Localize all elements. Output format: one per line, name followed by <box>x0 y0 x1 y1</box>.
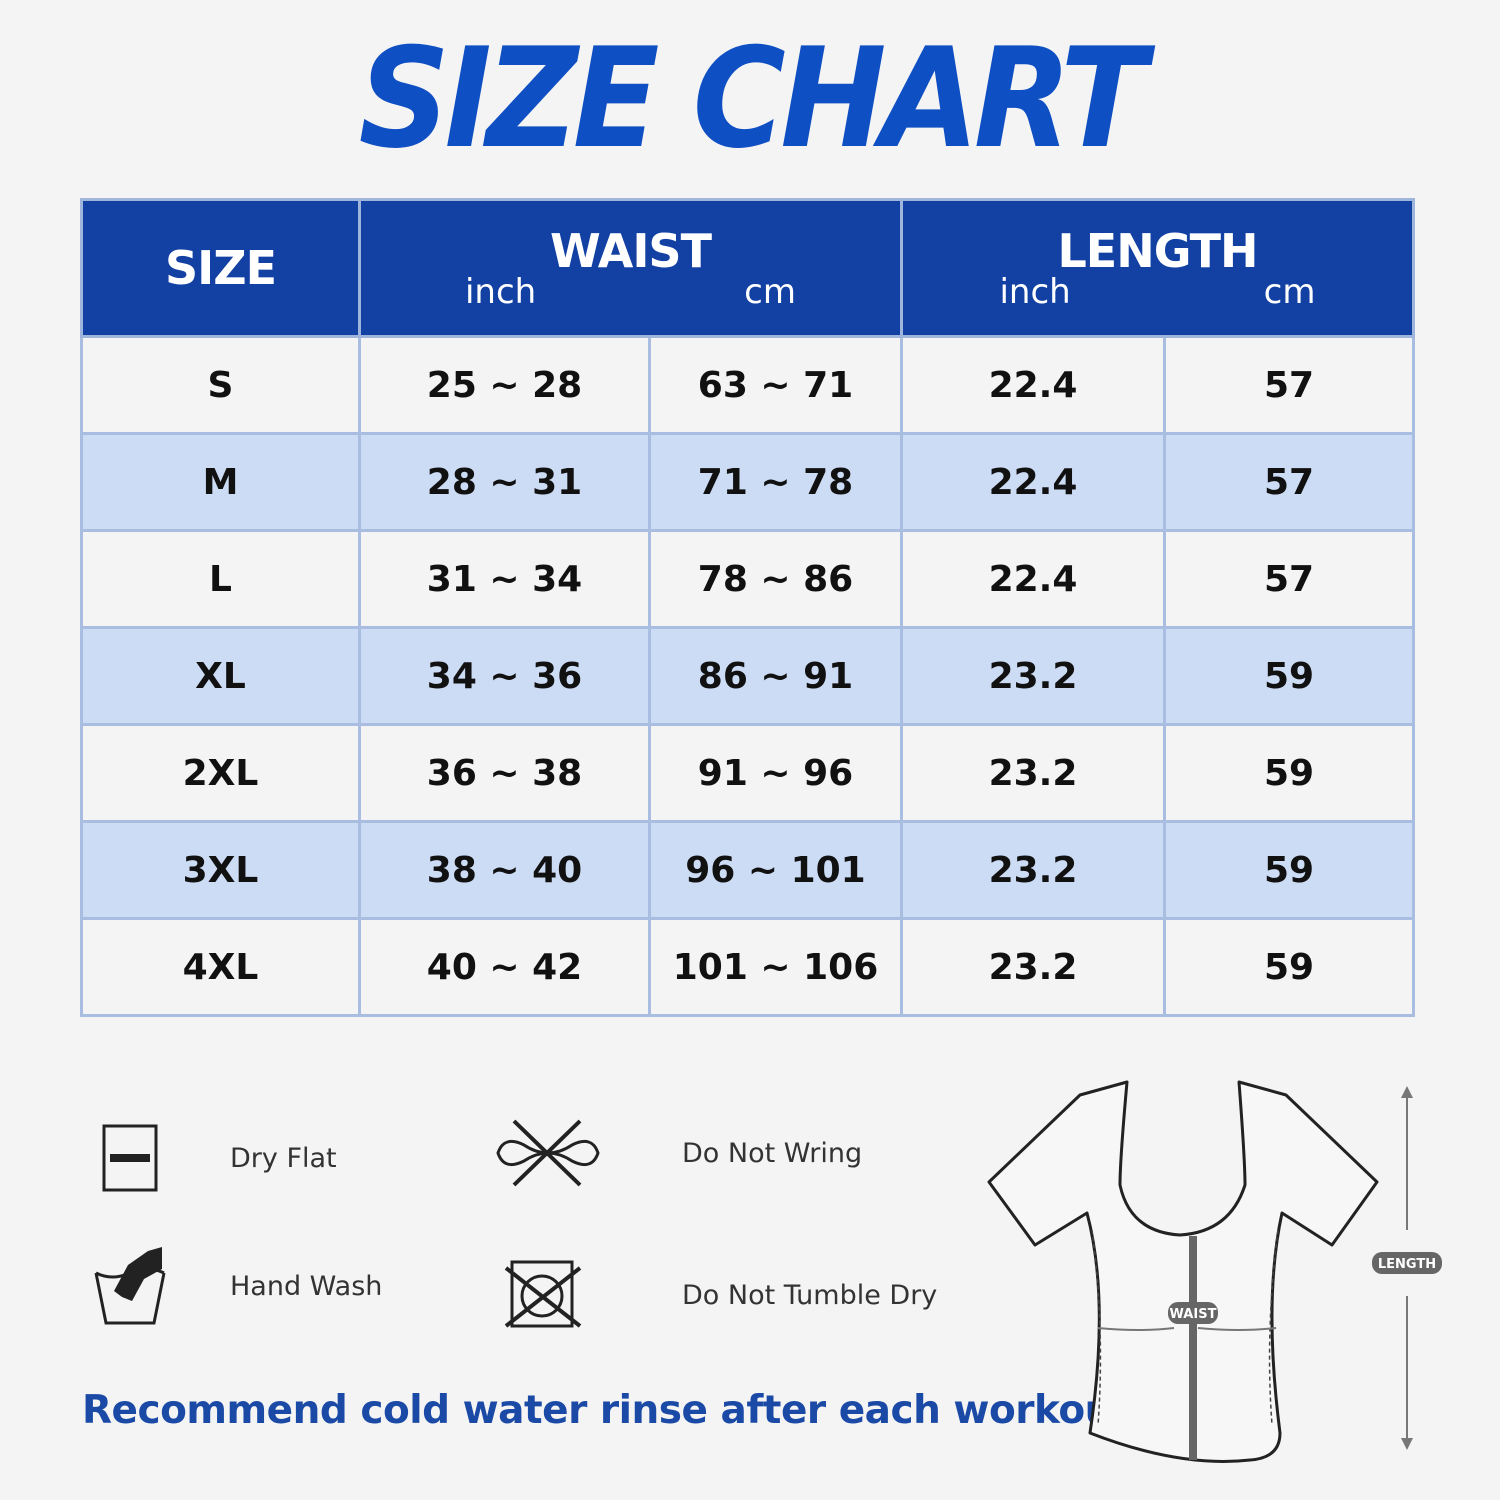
shirt-diagram: WAIST LENGTH <box>987 1080 1442 1463</box>
cell-waist-inch: 31 ~ 34 <box>358 529 651 629</box>
hand-wash-icon <box>94 1247 166 1325</box>
cell-waist-inch: 36 ~ 38 <box>358 723 651 823</box>
cell-length-inch: 22.4 <box>900 529 1166 629</box>
care-label: Hand Wash <box>230 1270 383 1302</box>
header-length-cm: cm <box>1263 272 1316 312</box>
cell-length-inch: 23.2 <box>900 820 1166 920</box>
care-item-hand-wash: Hand Wash <box>92 1245 382 1327</box>
cell-waist-cm: 71 ~ 78 <box>648 432 903 532</box>
table-row: 4XL 40 ~ 42 101 ~ 106 23.2 59 <box>80 917 1415 1017</box>
care-label: Do Not Tumble Dry <box>682 1279 938 1311</box>
header-waist: WAIST inch cm <box>358 198 903 338</box>
waist-label: WAIST <box>1170 1307 1217 1322</box>
header-waist-inch: inch <box>464 272 537 312</box>
cell-waist-cm: 78 ~ 86 <box>648 529 903 629</box>
care-item-do-not-wring: Do Not Wring <box>494 1117 862 1189</box>
table-row: S 25 ~ 28 63 ~ 71 22.4 57 <box>80 335 1415 435</box>
shirt-outline <box>987 1080 1379 1463</box>
dry-flat-icon <box>102 1124 158 1192</box>
cell-size: XL <box>80 626 361 726</box>
table-row: 2XL 36 ~ 38 91 ~ 96 23.2 59 <box>80 723 1415 823</box>
care-label: Do Not Wring <box>682 1137 863 1169</box>
header-size: SIZE <box>80 198 361 338</box>
cell-length-cm: 59 <box>1163 723 1415 823</box>
page-title: SIZE CHART <box>358 18 1147 179</box>
cell-length-inch: 22.4 <box>900 432 1166 532</box>
cell-length-inch: 23.2 <box>900 626 1166 726</box>
table-header: SIZE WAIST inch cm LENGTH inch cm <box>80 198 1415 338</box>
cell-waist-cm: 91 ~ 96 <box>648 723 903 823</box>
cell-waist-cm: 86 ~ 91 <box>648 626 903 726</box>
cell-length-cm: 57 <box>1163 529 1415 629</box>
cell-waist-inch: 25 ~ 28 <box>358 335 651 435</box>
table-row: 3XL 38 ~ 40 96 ~ 101 23.2 59 <box>80 820 1415 920</box>
cell-waist-cm: 101 ~ 106 <box>648 917 903 1017</box>
table-row: L 31 ~ 34 78 ~ 86 22.4 57 <box>80 529 1415 629</box>
length-label: LENGTH <box>1378 1257 1436 1272</box>
header-length-inch: inch <box>999 272 1071 312</box>
table-row: XL 34 ~ 36 86 ~ 91 23.2 59 <box>80 626 1415 726</box>
cell-size: L <box>80 529 361 629</box>
cell-waist-cm: 96 ~ 101 <box>648 820 903 920</box>
size-table: SIZE WAIST inch cm LENGTH inch cm S 25 ~ 28… <box>80 198 1415 1017</box>
table-row: M 28 ~ 31 71 ~ 78 22.4 57 <box>80 432 1415 532</box>
cell-waist-inch: 40 ~ 42 <box>358 917 651 1017</box>
cell-length-cm: 59 <box>1163 820 1415 920</box>
cell-length-cm: 57 <box>1163 432 1415 532</box>
cell-length-cm: 57 <box>1163 335 1415 435</box>
cell-length-inch: 22.4 <box>900 335 1166 435</box>
cell-size: 2XL <box>80 723 361 823</box>
do-not-tumble-dry-icon <box>504 1260 582 1328</box>
cell-length-cm: 59 <box>1163 626 1415 726</box>
cell-waist-cm: 63 ~ 71 <box>648 335 903 435</box>
do-not-wring-icon <box>496 1119 600 1187</box>
cell-size: S <box>80 335 361 435</box>
cell-size: M <box>80 432 361 532</box>
cell-size: 3XL <box>80 820 361 920</box>
care-label: Dry Flat <box>230 1142 337 1174</box>
zipper-icon <box>1189 1236 1197 1460</box>
cell-length-cm: 59 <box>1163 917 1415 1017</box>
care-note: Recommend cold water rinse after each wo… <box>82 1388 1145 1433</box>
cell-length-inch: 23.2 <box>900 723 1166 823</box>
care-item-do-not-tumble-dry: Do Not Tumble Dry <box>504 1258 937 1332</box>
header-length: LENGTH inch cm <box>900 198 1415 338</box>
header-waist-cm: cm <box>744 272 796 312</box>
cell-waist-inch: 34 ~ 36 <box>358 626 651 726</box>
cell-waist-inch: 38 ~ 40 <box>358 820 651 920</box>
care-item-dry-flat: Dry Flat <box>100 1122 337 1194</box>
cell-length-inch: 23.2 <box>900 917 1166 1017</box>
cell-waist-inch: 28 ~ 31 <box>358 432 651 532</box>
cell-size: 4XL <box>80 917 361 1017</box>
